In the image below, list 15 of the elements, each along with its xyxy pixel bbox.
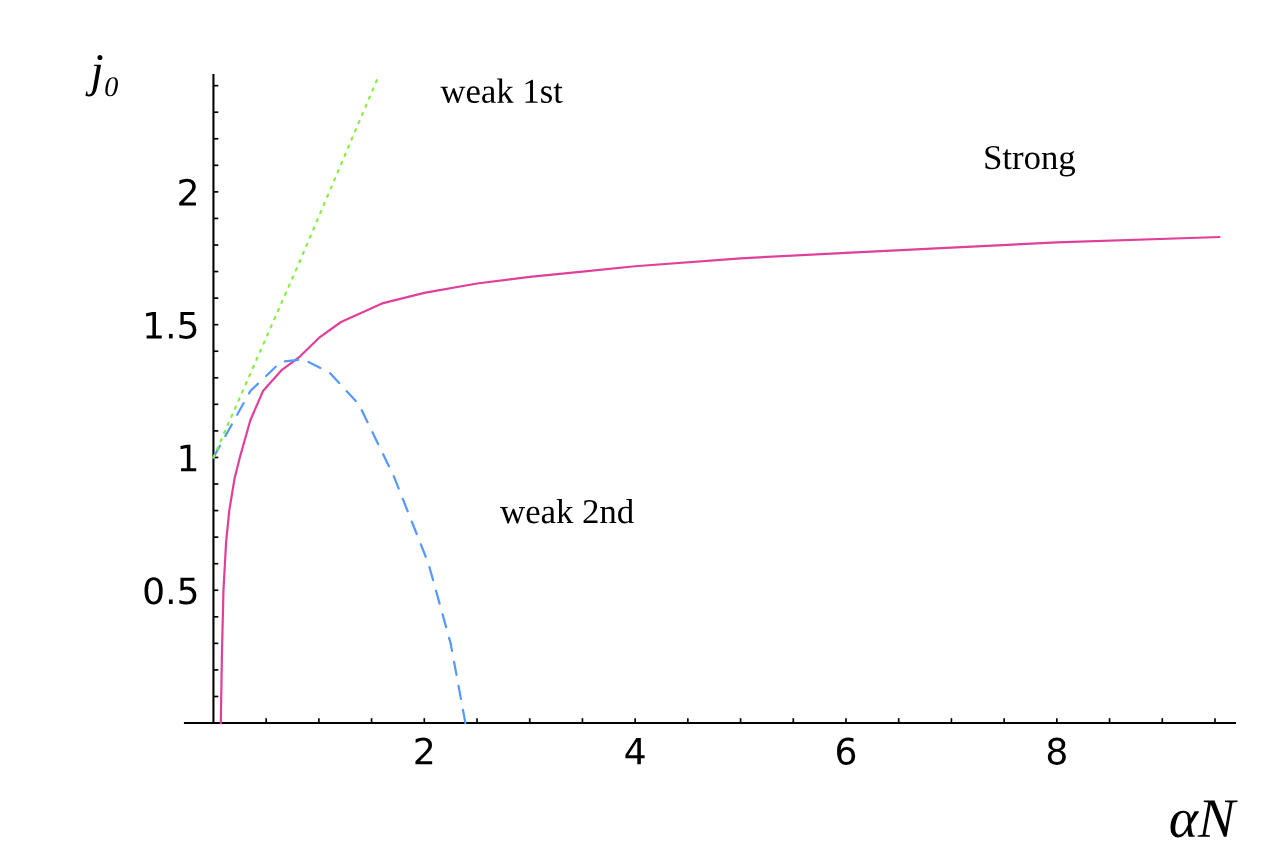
series-label: weak 1st xyxy=(440,78,563,104)
x-tick-label: 2 xyxy=(415,737,433,765)
y-tick-label: 1 xyxy=(180,444,197,472)
line-series xyxy=(212,358,467,725)
x-tick-label: 4 xyxy=(625,738,645,765)
y-tick-label: 0.5 xyxy=(144,577,197,605)
text: weak 2nd xyxy=(500,498,634,524)
line-series xyxy=(219,235,1221,725)
y-axis-title: j₀ xyxy=(85,55,118,97)
series-label: Strong xyxy=(985,145,1076,177)
x-tick-label: 8 xyxy=(1047,737,1066,765)
y-tick-label: 2 xyxy=(179,178,196,206)
x-axis-title: αN xyxy=(1170,800,1238,838)
y-tick-label: 1.5 xyxy=(146,312,197,339)
x-tick-label: 6 xyxy=(837,737,856,765)
